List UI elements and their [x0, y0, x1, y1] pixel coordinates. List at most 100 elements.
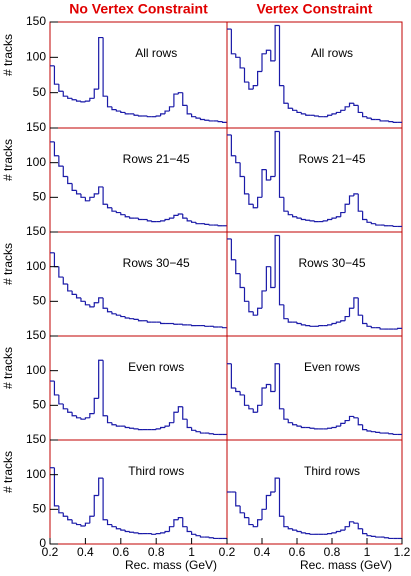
histogram-bin	[133, 113, 139, 116]
histogram-bin	[199, 118, 205, 121]
histogram-bin	[265, 266, 271, 291]
histogram-bin	[348, 307, 354, 317]
histogram-bin	[305, 219, 311, 221]
histogram-bin	[296, 322, 302, 325]
histogram-bin	[173, 93, 179, 107]
histogram-bin	[129, 531, 135, 533]
histogram-bin	[93, 88, 99, 99]
histogram-bin	[300, 531, 306, 534]
histogram-bin	[67, 96, 73, 99]
histogram-bin	[257, 404, 262, 413]
histogram-bin	[120, 111, 126, 114]
histogram-bin	[191, 427, 197, 431]
histogram-bin	[274, 234, 280, 288]
histogram-bin	[348, 195, 354, 205]
panel-frame	[226, 439, 403, 545]
histogram-bin	[75, 294, 81, 299]
histogram-bin	[58, 505, 64, 514]
histogram-bin	[370, 222, 376, 225]
y-tick-label: 100	[26, 467, 46, 481]
histogram-bin	[124, 112, 130, 115]
histogram-bin	[146, 115, 152, 118]
histogram-bin	[370, 430, 376, 433]
x-tick-label: 0.2	[219, 545, 236, 559]
histogram-bin	[243, 512, 249, 519]
histogram-bin	[327, 324, 332, 326]
histogram-bin	[335, 216, 341, 219]
histogram-bin	[102, 478, 108, 521]
histogram-bin	[257, 307, 262, 316]
panel-frame	[226, 335, 403, 441]
histogram-bin	[204, 325, 210, 327]
histogram-bin	[292, 528, 297, 531]
x-axis-label: Rec. mass (GeV)	[300, 558, 392, 572]
y-tick-label: 0	[39, 536, 46, 550]
histogram-bin	[300, 112, 306, 115]
x-tick-label: 0.6	[112, 545, 129, 559]
y-tick-label: 150	[26, 14, 46, 28]
histogram-bin	[67, 516, 73, 521]
histogram-bin	[111, 106, 117, 111]
histogram-bin	[287, 318, 293, 323]
histogram-bin	[53, 381, 59, 396]
histogram-bin	[62, 512, 68, 517]
y-tick-label: 100	[26, 50, 46, 64]
histogram-bin	[53, 467, 59, 507]
histogram-bin	[230, 238, 236, 261]
histogram-bin	[331, 532, 337, 534]
histogram-bin	[195, 534, 201, 537]
histogram-bin	[62, 403, 68, 410]
histogram-bin	[106, 96, 112, 108]
histogram-bin	[344, 419, 350, 424]
histogram-bin	[53, 141, 59, 157]
histogram-bin	[261, 53, 267, 72]
histogram-bin	[357, 193, 363, 212]
histogram-bin	[265, 169, 271, 181]
histogram-bin	[186, 419, 192, 429]
histogram-bin	[191, 324, 197, 327]
histogram-bin	[370, 326, 376, 329]
panel-annotation: All rows	[135, 46, 177, 60]
histogram-bin	[173, 519, 179, 527]
histogram-bin	[177, 406, 183, 413]
y-tick-label: 100	[26, 363, 46, 377]
histogram-bin	[292, 108, 297, 111]
histogram-bin	[80, 417, 86, 420]
histogram-bin	[230, 29, 236, 55]
histogram-bin	[344, 526, 350, 531]
column-title: No Vertex Constraint	[69, 1, 208, 17]
histogram-bin	[199, 431, 205, 434]
histogram-bin	[335, 530, 341, 533]
histogram-bin	[182, 213, 188, 219]
histogram-bin	[261, 508, 267, 520]
histogram-bin	[261, 387, 267, 406]
histogram-bin	[379, 119, 385, 122]
histogram-bin	[151, 533, 157, 535]
histogram-bin	[160, 322, 166, 325]
histogram-bin	[137, 115, 143, 117]
histogram-bin	[235, 155, 241, 164]
histogram-bin	[353, 193, 359, 196]
histogram-bin	[340, 109, 346, 113]
panel-annotation: Third rows	[304, 464, 360, 478]
histogram-bin	[383, 537, 389, 539]
panel-annotation: Rows 30−45	[123, 256, 190, 270]
histogram-bin	[213, 326, 219, 328]
histogram-bin	[392, 121, 398, 123]
histogram-bin	[379, 432, 385, 434]
histogram-bin	[375, 536, 381, 538]
histogram-bin	[235, 259, 241, 275]
histogram-bin	[283, 408, 289, 420]
histogram-bin	[213, 537, 219, 540]
histogram-bin	[252, 311, 258, 316]
histogram-bin	[164, 218, 170, 221]
histogram-bin	[80, 101, 86, 103]
histogram-bin	[62, 166, 68, 178]
histogram-bin	[296, 110, 302, 114]
histogram-bin	[292, 422, 297, 426]
histogram-bin	[270, 175, 276, 180]
x-tick-label: 0.6	[289, 545, 306, 559]
histogram-bin	[348, 521, 354, 527]
histogram-bin	[155, 428, 161, 430]
histogram-bin	[191, 220, 197, 223]
